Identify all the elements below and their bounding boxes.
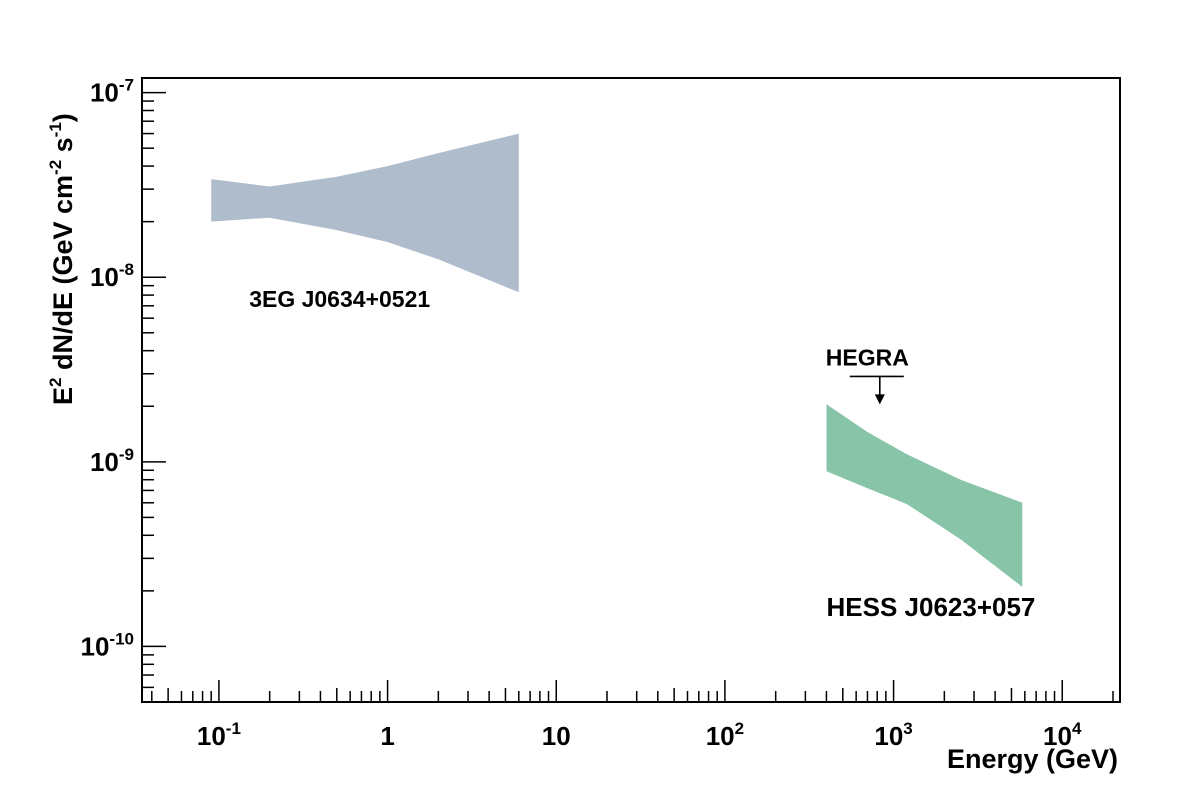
x-tick-labels: 10-1 1 10 102 103 104: [197, 719, 1082, 751]
y-tick-label-1: 10-8: [90, 260, 134, 292]
x-tick-label-5: 104: [1043, 719, 1082, 751]
y-tick-label-0: 10-7: [90, 76, 134, 108]
y-tick-label-2: 10-9: [90, 445, 134, 477]
x-axis-ticks: [151, 680, 1114, 702]
y-tick-label-3: 10-10: [81, 629, 135, 661]
band-label-1: HESS J0623+057: [827, 592, 1036, 622]
x-tick-label-3: 102: [706, 719, 744, 751]
band-1: [826, 404, 1023, 587]
x-tick-label-2: 10: [542, 721, 571, 751]
limit-label-0: HEGRA: [826, 344, 909, 370]
y-axis-ticks: [142, 91, 166, 689]
plot-frame: [141, 77, 1121, 703]
band-annotations: 3EG J0634+0521 HESS J0623+057 HEGRA: [249, 286, 1035, 622]
x-tick-label-1: 1: [380, 721, 394, 751]
band-label-0: 3EG J0634+0521: [249, 286, 430, 312]
x-tick-label-4: 103: [874, 719, 912, 751]
limit-arrow-head-0: [874, 394, 885, 405]
flux-bands: [211, 133, 1023, 587]
y-axis-title: E2 dN/dE (GeV cm-2 s-1): [46, 113, 78, 405]
upper-limits: [849, 375, 904, 405]
x-tick-label-0: 10-1: [197, 719, 241, 751]
x-axis-title: Energy (GeV): [947, 744, 1118, 774]
band-0: [211, 133, 519, 293]
y-tick-labels: 10-7 10-8 10-9 10-10: [81, 76, 135, 662]
